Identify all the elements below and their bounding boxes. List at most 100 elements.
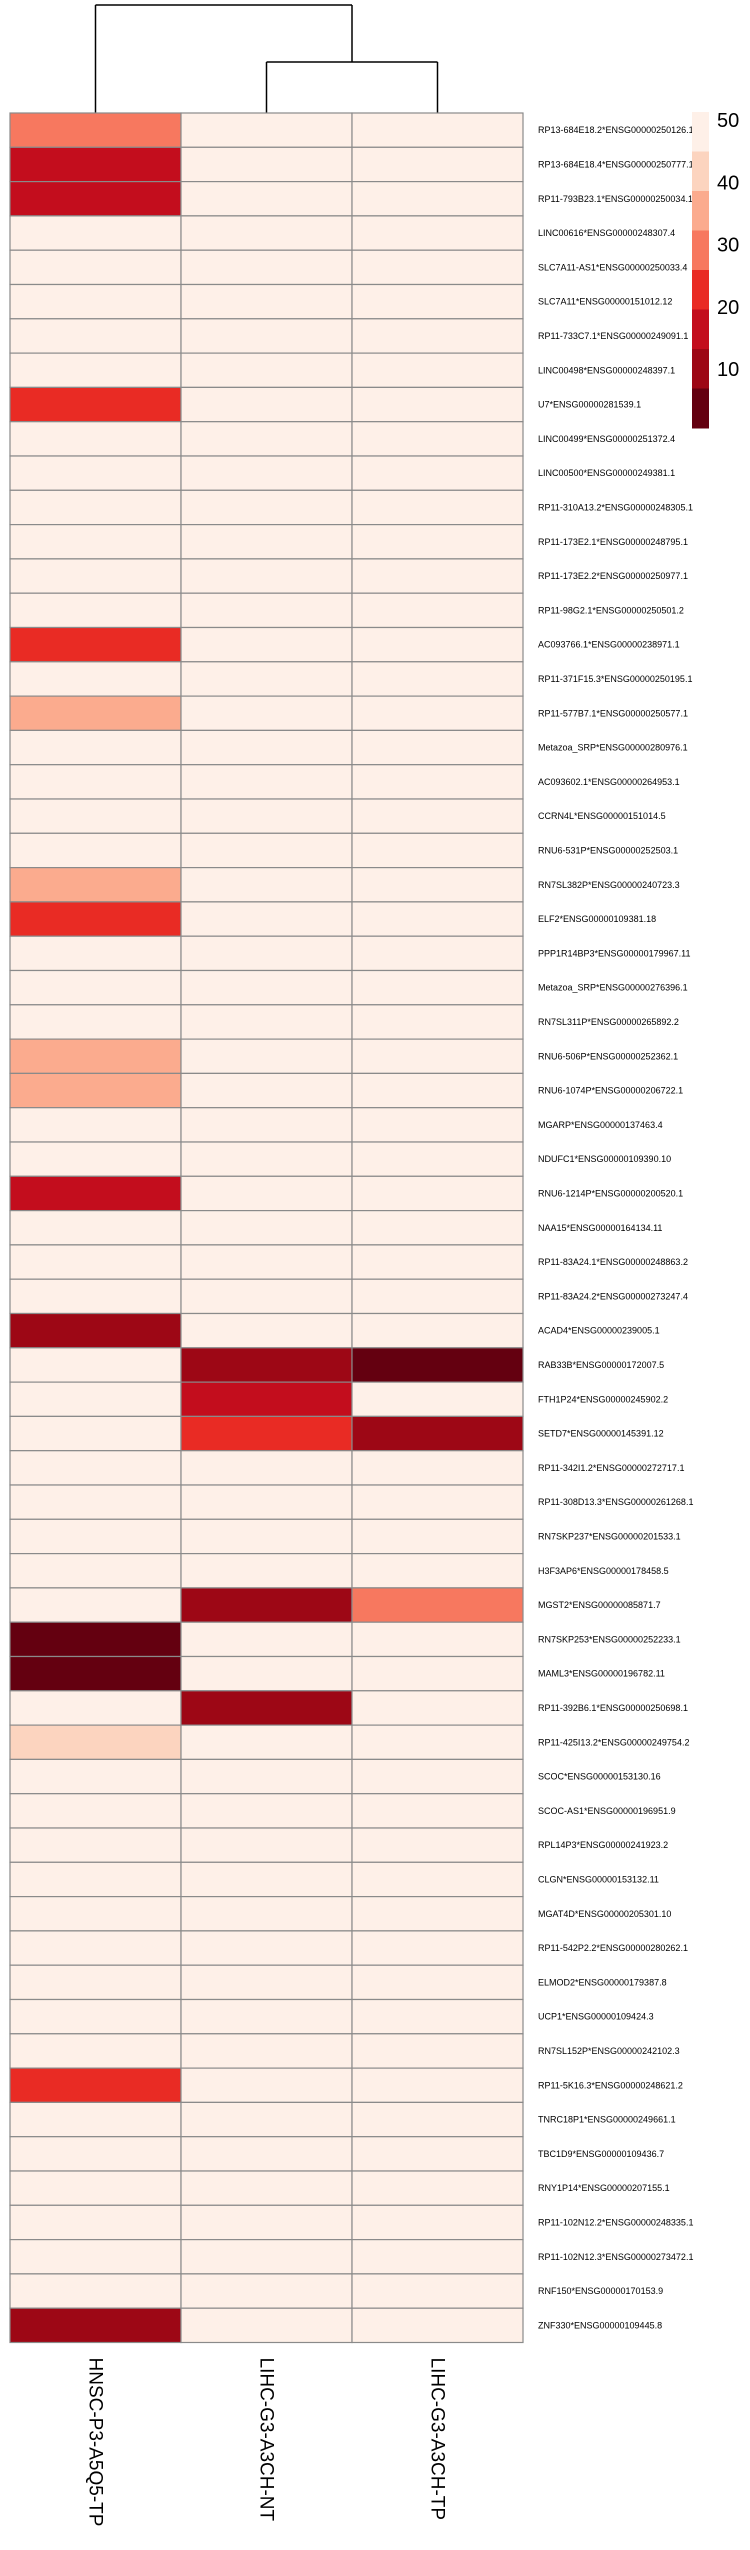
legend-color-segment	[692, 349, 709, 389]
row-label: NAA15*ENSG00000164134.11	[538, 1223, 662, 1233]
heatmap-cell	[351, 1175, 524, 1212]
row-label: RPL14P3*ENSG00000241923.2	[538, 1840, 668, 1850]
heatmap-cell	[351, 181, 524, 217]
heatmap-cell	[9, 1072, 182, 1109]
legend-tick-label: 30	[717, 235, 739, 257]
heatmap-cell	[9, 2239, 182, 2275]
heatmap-cell	[351, 489, 524, 526]
legend-color-segment	[692, 191, 709, 231]
heatmap-cell	[180, 112, 353, 148]
heatmap-cell	[180, 1621, 353, 1658]
heatmap-cell	[180, 1141, 353, 1177]
heatmap-cell	[9, 969, 182, 1006]
heatmap-cell	[9, 1381, 182, 1417]
heatmap-cell	[9, 489, 182, 526]
heatmap-cell	[9, 1621, 182, 1658]
column-label: LIHC-G3-A3CH-TP	[427, 2358, 448, 2521]
heatmap-cell	[180, 1895, 353, 1932]
heatmap-cell	[351, 2273, 524, 2309]
heatmap-cell	[180, 2067, 353, 2104]
heatmap-cell	[9, 1895, 182, 1932]
heatmap-cell	[351, 249, 524, 286]
row-label: RP11-308D13.3*ENSG00000261268.1	[538, 1497, 693, 1507]
row-label: NDUFC1*ENSG00000109390.10	[538, 1154, 671, 1164]
heatmap-cell	[351, 798, 524, 834]
heatmap-cell	[9, 1793, 182, 1829]
heatmap-cell	[9, 1827, 182, 1863]
heatmap-cell	[351, 455, 524, 491]
row-label: TBC1D9*ENSG00000109436.7	[538, 2149, 664, 2159]
heatmap-cell	[180, 1415, 353, 1452]
heatmap-cell	[351, 146, 524, 183]
row-label: ACAD4*ENSG00000239005.1	[538, 1326, 660, 1336]
heatmap-cell	[351, 1793, 524, 1829]
heatmap-cell	[351, 558, 524, 594]
row-label: ZNF330*ENSG00000109445.8	[538, 2320, 662, 2330]
heatmap-cell	[180, 1690, 353, 1726]
heatmap-cell	[9, 1107, 182, 1143]
row-label: FTH1P24*ENSG00000245902.2	[538, 1394, 668, 1404]
heatmap-cell	[9, 1312, 182, 1349]
row-label: RP11-793B23.1*ENSG00000250034.1	[538, 194, 693, 204]
row-label: CCRN4L*ENSG00000151014.5	[538, 811, 666, 821]
heatmap-cell	[351, 1998, 524, 2035]
heatmap-cell	[180, 901, 353, 937]
heatmap-cell	[9, 1450, 182, 1486]
heatmap-cell	[180, 1450, 353, 1486]
heatmap-cell	[9, 2204, 182, 2241]
heatmap-cell	[9, 421, 182, 457]
heatmap-cell	[180, 661, 353, 697]
heatmap-cell	[9, 283, 182, 320]
heatmap-cell	[180, 2204, 353, 2241]
heatmap-cell	[9, 1175, 182, 1212]
row-label: Metazoa_SRP*ENSG00000280976.1	[538, 743, 688, 753]
heatmap-cell	[180, 558, 353, 594]
row-label: UCP1*ENSG00000109424.3	[538, 2012, 654, 2022]
row-label: RP11-173E2.1*ENSG00000248795.1	[538, 537, 688, 547]
heatmap-cell	[180, 1244, 353, 1280]
heatmap-cell	[351, 318, 524, 354]
heatmap-cell	[351, 523, 524, 560]
heatmap-cell	[351, 1930, 524, 1966]
row-label: RP11-371F15.3*ENSG00000250195.1	[538, 674, 692, 684]
heatmap-cell	[9, 661, 182, 697]
heatmap-cell	[180, 1107, 353, 1143]
row-label: ELMOD2*ENSG00000179387.8	[538, 1977, 667, 1987]
heatmap-cell	[9, 1655, 182, 1692]
heatmap-cell	[9, 1552, 182, 1589]
row-label: RN7SKP253*ENSG00000252233.1	[538, 1634, 681, 1644]
heatmap-cell	[9, 523, 182, 560]
row-label: U7*ENSG00000281539.1	[538, 400, 641, 410]
heatmap-cell	[180, 1587, 353, 1623]
row-label: RP13-684E18.2*ENSG00000250126.1	[538, 125, 694, 135]
heatmap-cell	[9, 1861, 182, 1898]
heatmap-cell	[9, 866, 182, 903]
heatmap-cell	[9, 1724, 182, 1760]
heatmap-cell	[351, 215, 524, 251]
heatmap-cell	[180, 1347, 353, 1383]
heatmap-cell	[351, 2239, 524, 2275]
heatmap-cell	[180, 1827, 353, 1863]
row-label: RP11-173E2.2*ENSG00000250977.1	[538, 571, 688, 581]
row-label: SLC7A11-AS1*ENSG00000250033.4	[538, 262, 687, 272]
heatmap-cell	[9, 1587, 182, 1623]
heatmap-cell	[180, 1724, 353, 1760]
heatmap-cell	[9, 1964, 182, 2001]
heatmap-cell	[180, 2136, 353, 2172]
heatmap-cell	[180, 146, 353, 183]
heatmap-cell	[180, 866, 353, 903]
heatmap-cell	[9, 352, 182, 389]
heatmap-cell	[180, 1861, 353, 1898]
heatmap-cell	[180, 626, 353, 663]
heatmap-cell	[180, 283, 353, 320]
heatmap-cell	[180, 1038, 353, 1074]
heatmap-cell	[351, 1004, 524, 1040]
heatmap-cell	[351, 1450, 524, 1486]
row-label: RN7SL382P*ENSG00000240723.3	[538, 880, 680, 890]
column-label: LIHC-G3-A3CH-NT	[256, 2358, 277, 2522]
legend-tick-label: 50	[717, 110, 739, 132]
heatmap-cell	[180, 1312, 353, 1349]
row-label: RP11-5K16.3*ENSG00000248621.2	[538, 2080, 683, 2090]
heatmap-cell	[9, 455, 182, 491]
heatmap-cell	[9, 1209, 182, 1246]
